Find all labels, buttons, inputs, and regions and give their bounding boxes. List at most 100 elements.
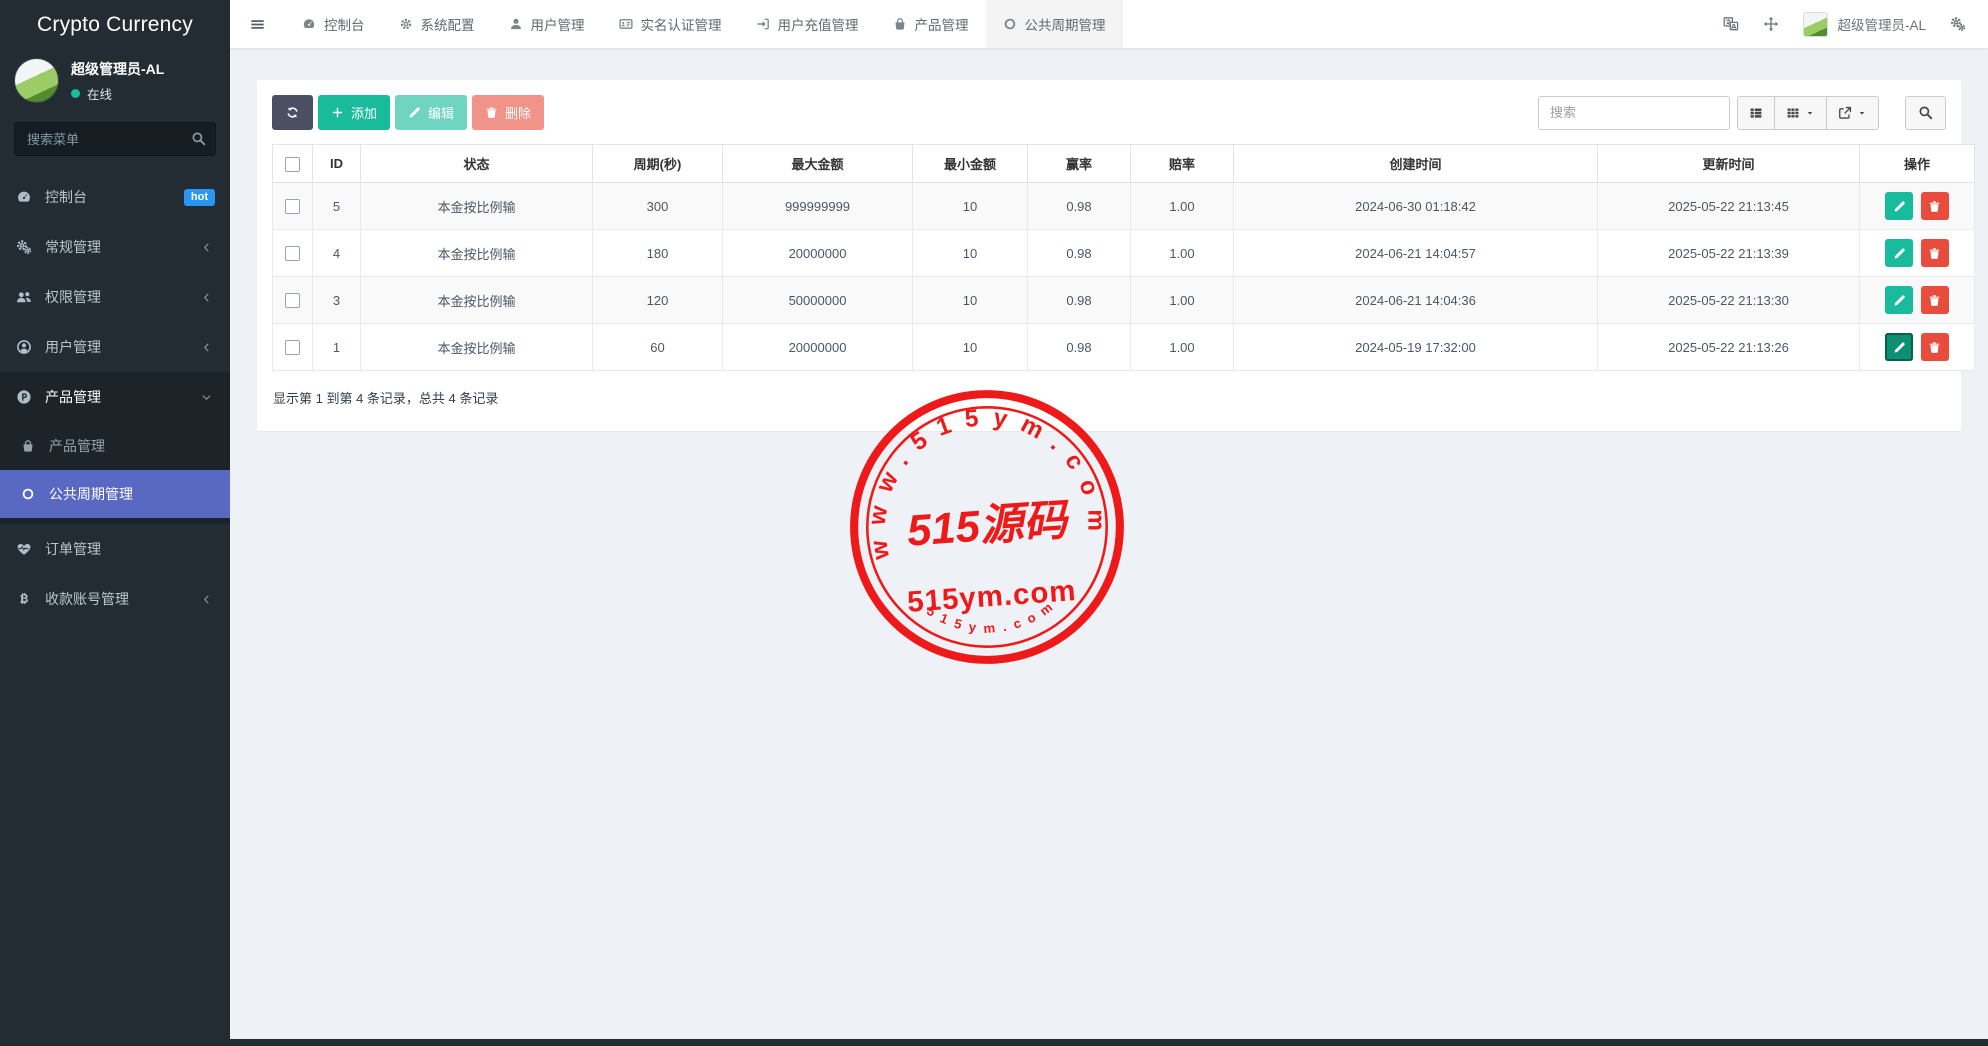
- row-edit-button[interactable]: [1885, 239, 1914, 267]
- header-status[interactable]: 状态: [360, 144, 593, 183]
- id-card-icon: [618, 17, 633, 31]
- user-circle-icon: [15, 339, 33, 355]
- cell-period: 300: [592, 182, 723, 230]
- tab-label: 产品管理: [914, 18, 969, 33]
- sidebar-subitem-public-cycle[interactable]: 公共周期管理: [0, 470, 230, 518]
- cell-updated: 2025-05-22 21:13:45: [1597, 182, 1860, 230]
- pencil-icon: [1893, 294, 1906, 307]
- header-win-rate[interactable]: 赢率: [1027, 144, 1131, 183]
- data-table: ID 状态 周期(秒) 最大金额 最小金额 赢率 赔率 创建时间 更新时间 操作: [272, 144, 1975, 371]
- cell-period: 180: [592, 229, 723, 277]
- header-actions: 操作: [1859, 144, 1975, 183]
- export-button[interactable]: [1826, 95, 1879, 130]
- cell-id: 1: [312, 323, 361, 371]
- row-delete-button[interactable]: [1920, 333, 1949, 361]
- user-name: 超级管理员-AL: [71, 60, 165, 77]
- cell-created: 2024-05-19 17:32:00: [1233, 323, 1598, 371]
- pencil-icon: [1893, 247, 1906, 260]
- tab-label: 用户充值管理: [777, 18, 859, 33]
- delete-button[interactable]: 删除: [472, 95, 545, 130]
- edit-button[interactable]: 编辑: [395, 95, 468, 130]
- cell-win-rate: 0.98: [1027, 323, 1131, 371]
- nav-tabs: 控制台 系统配置 用户管理 实名认证管理 用户充值管理 产品管理: [285, 0, 1123, 48]
- settings-cogs-icon[interactable]: [1950, 16, 1966, 32]
- row-delete-button[interactable]: [1920, 239, 1949, 267]
- select-all-checkbox[interactable]: [285, 156, 300, 172]
- tab-label: 公共周期管理: [1024, 18, 1106, 33]
- cell-max: 20000000: [722, 323, 913, 371]
- cell-max: 20000000: [722, 229, 913, 277]
- sidebar-item-product-mgmt[interactable]: 产品管理: [0, 372, 230, 422]
- pencil-icon: [408, 106, 421, 119]
- tab-system-config[interactable]: 系统配置: [382, 0, 492, 48]
- cogs-icon: [15, 239, 33, 255]
- header-odds[interactable]: 赔率: [1130, 144, 1234, 183]
- tab-user-mgmt[interactable]: 用户管理: [492, 0, 602, 48]
- chevron-left-icon: [197, 594, 215, 605]
- table-row: 4 本金按比例输 180 20000000 10 0.98 1.00 2024-…: [272, 229, 1975, 277]
- sidebar-item-user-mgmt[interactable]: 用户管理: [0, 322, 230, 372]
- edit-button-label: 编辑: [428, 106, 455, 121]
- cell-status: 本金按比例输: [360, 323, 593, 371]
- menu-search-input[interactable]: [14, 122, 216, 156]
- table-search-input[interactable]: [1538, 95, 1730, 130]
- row-edit-button[interactable]: [1885, 192, 1914, 220]
- export-icon: [1838, 106, 1852, 120]
- sidebar-item-permissions[interactable]: 权限管理: [0, 272, 230, 322]
- tab-public-cycle-mgmt[interactable]: 公共周期管理: [985, 0, 1123, 48]
- sidebar-item-dashboard[interactable]: 控制台 hot: [0, 172, 230, 222]
- row-checkbox[interactable]: [285, 340, 300, 356]
- header-min[interactable]: 最小金额: [912, 144, 1028, 183]
- tab-label: 系统配置: [420, 18, 475, 33]
- cell-id: 3: [312, 276, 361, 324]
- sidebar-item-general[interactable]: 常规管理: [0, 222, 230, 272]
- hamburger-icon[interactable]: [230, 0, 285, 48]
- tab-recharge-mgmt[interactable]: 用户充值管理: [739, 0, 876, 48]
- caret-down-icon: [1805, 108, 1815, 118]
- header-updated[interactable]: 更新时间: [1597, 144, 1860, 183]
- row-checkbox[interactable]: [285, 199, 300, 215]
- header-created[interactable]: 创建时间: [1233, 144, 1598, 183]
- detail-view-button[interactable]: [1737, 95, 1775, 130]
- add-button[interactable]: 添加: [318, 95, 391, 130]
- fullscreen-icon[interactable]: [1763, 16, 1779, 32]
- columns-button[interactable]: [1774, 95, 1827, 130]
- tab-product-mgmt[interactable]: 产品管理: [876, 0, 986, 48]
- sidebar-item-label: 收款账号管理: [45, 591, 129, 607]
- search-button[interactable]: [1905, 95, 1946, 130]
- row-edit-button[interactable]: [1885, 333, 1914, 361]
- topbar-user-menu[interactable]: 超级管理员-AL: [1803, 11, 1926, 37]
- gear-icon: [399, 17, 413, 31]
- bottom-bar: [0, 1039, 1988, 1046]
- sidebar-item-orders[interactable]: 订单管理: [0, 524, 230, 574]
- cell-created: 2024-06-21 14:04:57: [1233, 229, 1598, 277]
- row-checkbox[interactable]: [285, 293, 300, 309]
- cell-period: 60: [592, 323, 723, 371]
- sidebar-item-label: 常规管理: [45, 239, 101, 255]
- sidebar-subitem-product[interactable]: 产品管理: [0, 422, 230, 470]
- cell-win-rate: 0.98: [1027, 276, 1131, 324]
- row-delete-button[interactable]: [1920, 286, 1949, 314]
- th-list-icon: [1749, 106, 1763, 120]
- caret-down-icon: [1857, 108, 1867, 118]
- header-max[interactable]: 最大金额: [722, 144, 913, 183]
- language-icon[interactable]: [1723, 16, 1739, 32]
- refresh-button[interactable]: [272, 95, 313, 130]
- sidebar-item-payment-accounts[interactable]: 收款账号管理: [0, 574, 230, 624]
- sidebar-item-label: 产品管理: [49, 438, 105, 454]
- row-edit-button[interactable]: [1885, 286, 1914, 314]
- hot-badge: hot: [183, 188, 215, 206]
- header-id[interactable]: ID: [312, 144, 361, 183]
- sidebar-item-label: 公共周期管理: [49, 486, 133, 502]
- cell-odds: 1.00: [1130, 276, 1234, 324]
- cell-id: 4: [312, 229, 361, 277]
- circle-o-icon: [1003, 17, 1017, 31]
- columns-icon: [1786, 106, 1800, 120]
- header-period[interactable]: 周期(秒): [592, 144, 723, 183]
- row-checkbox[interactable]: [285, 246, 300, 262]
- cell-win-rate: 0.98: [1027, 229, 1131, 277]
- tab-dashboard[interactable]: 控制台: [285, 0, 382, 48]
- tab-realname-auth[interactable]: 实名认证管理: [602, 0, 739, 48]
- search-icon: [1918, 105, 1933, 120]
- row-delete-button[interactable]: [1920, 192, 1949, 220]
